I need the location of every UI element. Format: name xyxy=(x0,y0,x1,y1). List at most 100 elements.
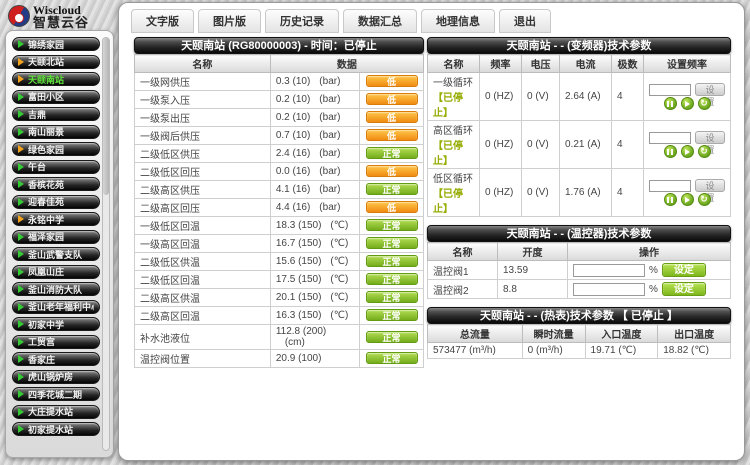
sidebar-item-label: 南山丽景 xyxy=(28,127,65,137)
param-value: 16.7 (150) xyxy=(275,238,322,249)
set-frequency-input[interactable] xyxy=(649,83,691,96)
sidebar-item-station[interactable]: 釜山武警支队 xyxy=(12,247,100,261)
reset-button[interactable]: ↻ xyxy=(697,193,711,206)
param-value: 0.2 (10) xyxy=(275,112,311,123)
set-frequency-button[interactable]: 设置 xyxy=(695,83,725,107)
sidebar-item-station[interactable]: 大庄提水站 xyxy=(12,404,100,419)
sidebar-item-label: 香槟花苑 xyxy=(28,179,65,190)
sidebar-item-label: 永铭中学 xyxy=(28,214,65,225)
col-header-name: 名称 xyxy=(427,242,498,261)
param-unit: (℃) xyxy=(330,256,349,267)
pause-button[interactable] xyxy=(663,193,677,206)
sidebar-item-station[interactable]: 工贸宫 xyxy=(12,334,100,349)
sidebar-item-station[interactable]: 初家中学 xyxy=(12,317,100,331)
play-arrow-icon xyxy=(18,320,24,328)
table-row: 二级低区供压 2.4 (16) (bar) 正常 xyxy=(134,144,424,163)
tab-geo-info[interactable]: 地理信息 xyxy=(421,9,495,33)
param-name: 二级高区回压 xyxy=(134,198,271,217)
status-badge: 低 xyxy=(365,93,418,105)
wiscloud-logo: Wiscloud 智慧云谷 xyxy=(8,3,114,29)
table-row: 温控阀2 8.8 % 设定 xyxy=(427,279,731,299)
set-frequency-button[interactable]: 设置 xyxy=(695,179,725,203)
reset-button[interactable]: ↻ xyxy=(697,145,711,158)
sidebar-item-label: 迎春佳苑 xyxy=(28,197,65,207)
param-unit: (bar) xyxy=(319,112,341,123)
start-button[interactable] xyxy=(680,97,694,110)
percent-label: % xyxy=(649,283,658,295)
reset-button[interactable]: ↻ xyxy=(697,97,711,110)
play-arrow-icon xyxy=(18,425,24,433)
tab-logout[interactable]: 退出 xyxy=(499,9,551,33)
sidebar-item-label: 天颐南站 xyxy=(28,74,65,85)
status-badge: 正常 xyxy=(365,255,418,267)
sidebar-item-station[interactable]: 迎春佳苑 xyxy=(12,194,100,209)
pause-button[interactable] xyxy=(663,145,677,158)
sidebar-item-station[interactable]: 虎山锅炉房 xyxy=(12,369,100,384)
table-row: 一级低区回温 18.3 (150) (℃) 正常 xyxy=(134,216,424,235)
param-name: 一级泵入压 xyxy=(134,90,271,109)
sidebar-item-station[interactable]: 四季花城二期 xyxy=(12,387,100,401)
table-row: 二级高区供压 4.1 (16) (bar) 正常 xyxy=(134,180,424,199)
sidebar-item-station[interactable]: 永铭中学 xyxy=(12,212,100,226)
set-frequency-input[interactable] xyxy=(649,131,691,144)
pump-name: 低区循环 xyxy=(433,174,473,185)
sidebar-item-station[interactable]: 南山丽景 xyxy=(12,124,100,139)
tab-text-version[interactable]: 文字版 xyxy=(131,9,194,33)
sidebar-item-station[interactable]: 吉鼎 xyxy=(12,107,100,121)
valve-title-bar: 天颐南站 - - (温控器)技术参数 xyxy=(427,225,731,242)
status-badge: 正常 xyxy=(365,273,418,285)
param-value: 20.1 (150) xyxy=(275,292,322,303)
param-unit: (℃) xyxy=(330,220,349,231)
set-frequency-button[interactable]: 设置 xyxy=(695,131,725,155)
sidebar-item-station[interactable]: 釜山老年福利中心 xyxy=(12,299,100,314)
sidebar-item-label: 锦绣家园 xyxy=(28,39,65,50)
valve-set-button[interactable]: 设定 xyxy=(661,282,706,296)
set-frequency-input[interactable] xyxy=(649,179,691,192)
tab-history[interactable]: 历史记录 xyxy=(265,9,339,33)
table-row: 一级高区回温 16.7 (150) (℃) 正常 xyxy=(134,234,424,253)
table-row: 一级泵入压 0.2 (10) (bar) 低 xyxy=(134,90,424,109)
col-header-freq: 频率 xyxy=(479,54,522,73)
pump-poles: 4 xyxy=(611,120,644,169)
pump-poles: 4 xyxy=(611,72,644,121)
sidebar-item-label: 吉鼎 xyxy=(28,109,47,120)
pump-state: 【已停止】 xyxy=(433,141,463,167)
valve-opening-input[interactable] xyxy=(573,282,645,296)
col-header-setfreq: 设置频率 xyxy=(643,54,731,73)
pump-current: 0.21 (A) xyxy=(559,120,612,169)
param-unit: (cm) xyxy=(284,337,305,348)
param-unit: (bar) xyxy=(319,76,341,87)
tab-image-version[interactable]: 图片版 xyxy=(198,9,261,33)
sidebar-item-station[interactable]: 香家庄 xyxy=(12,352,100,366)
sidebar-item-station[interactable]: 午台 xyxy=(12,159,100,174)
sidebar-scrollbar[interactable] xyxy=(102,37,110,451)
status-badge: 低 xyxy=(365,111,418,123)
param-value: 0.7 (10) xyxy=(275,130,311,141)
pump-state: 【已停止】 xyxy=(433,93,463,119)
valve-panel: 天颐南站 - - (温控器)技术参数 名称 开度 操作 温控阀1 13.59 %… xyxy=(427,225,731,299)
table-row: 补水池液位 112.8 (200)(cm) 正常 xyxy=(134,324,424,350)
sidebar-item-station[interactable]: 凤凰山庄 xyxy=(12,264,100,279)
start-button[interactable] xyxy=(680,145,694,158)
table-row: 二级低区回压 0.0 (16) (bar) 低 xyxy=(134,162,424,181)
inverter-panel: 天颐南站 - - (变频器)技术参数 名称 频率 电压 电流 极数 设置频率 一… xyxy=(427,37,731,217)
sidebar-item-station[interactable]: 初家提水站 xyxy=(12,422,100,436)
sidebar-item-station[interactable]: 香槟花苑 xyxy=(12,177,100,191)
sidebar-item-station[interactable]: 绿色家园 xyxy=(12,142,100,156)
total-flow-value: 573477 (m³/h) xyxy=(427,342,523,359)
sidebar-item-station[interactable]: 福泽家园 xyxy=(12,229,100,244)
col-header-total-flow: 总流量 xyxy=(427,324,523,343)
tab-data-summary[interactable]: 数据汇总 xyxy=(343,9,417,33)
valve-set-button[interactable]: 设定 xyxy=(661,263,706,277)
sidebar-item-station[interactable]: 锦绣家园 xyxy=(12,37,100,51)
start-button[interactable] xyxy=(680,193,694,206)
sidebar-item-station[interactable]: 天颐北站 xyxy=(12,54,100,69)
col-header-inlet-temp: 入口温度 xyxy=(584,324,659,343)
valve-opening-input[interactable] xyxy=(573,263,645,277)
sidebar-scrollbar-thumb[interactable] xyxy=(103,38,109,195)
sidebar-item-station[interactable]: 天颐南站 xyxy=(12,72,100,86)
sidebar-item-station[interactable]: 釜山消防大队 xyxy=(12,282,100,296)
pause-button[interactable] xyxy=(663,97,677,110)
sidebar-item-station[interactable]: 富田小区 xyxy=(12,89,100,104)
param-unit: (bar) xyxy=(319,202,341,213)
